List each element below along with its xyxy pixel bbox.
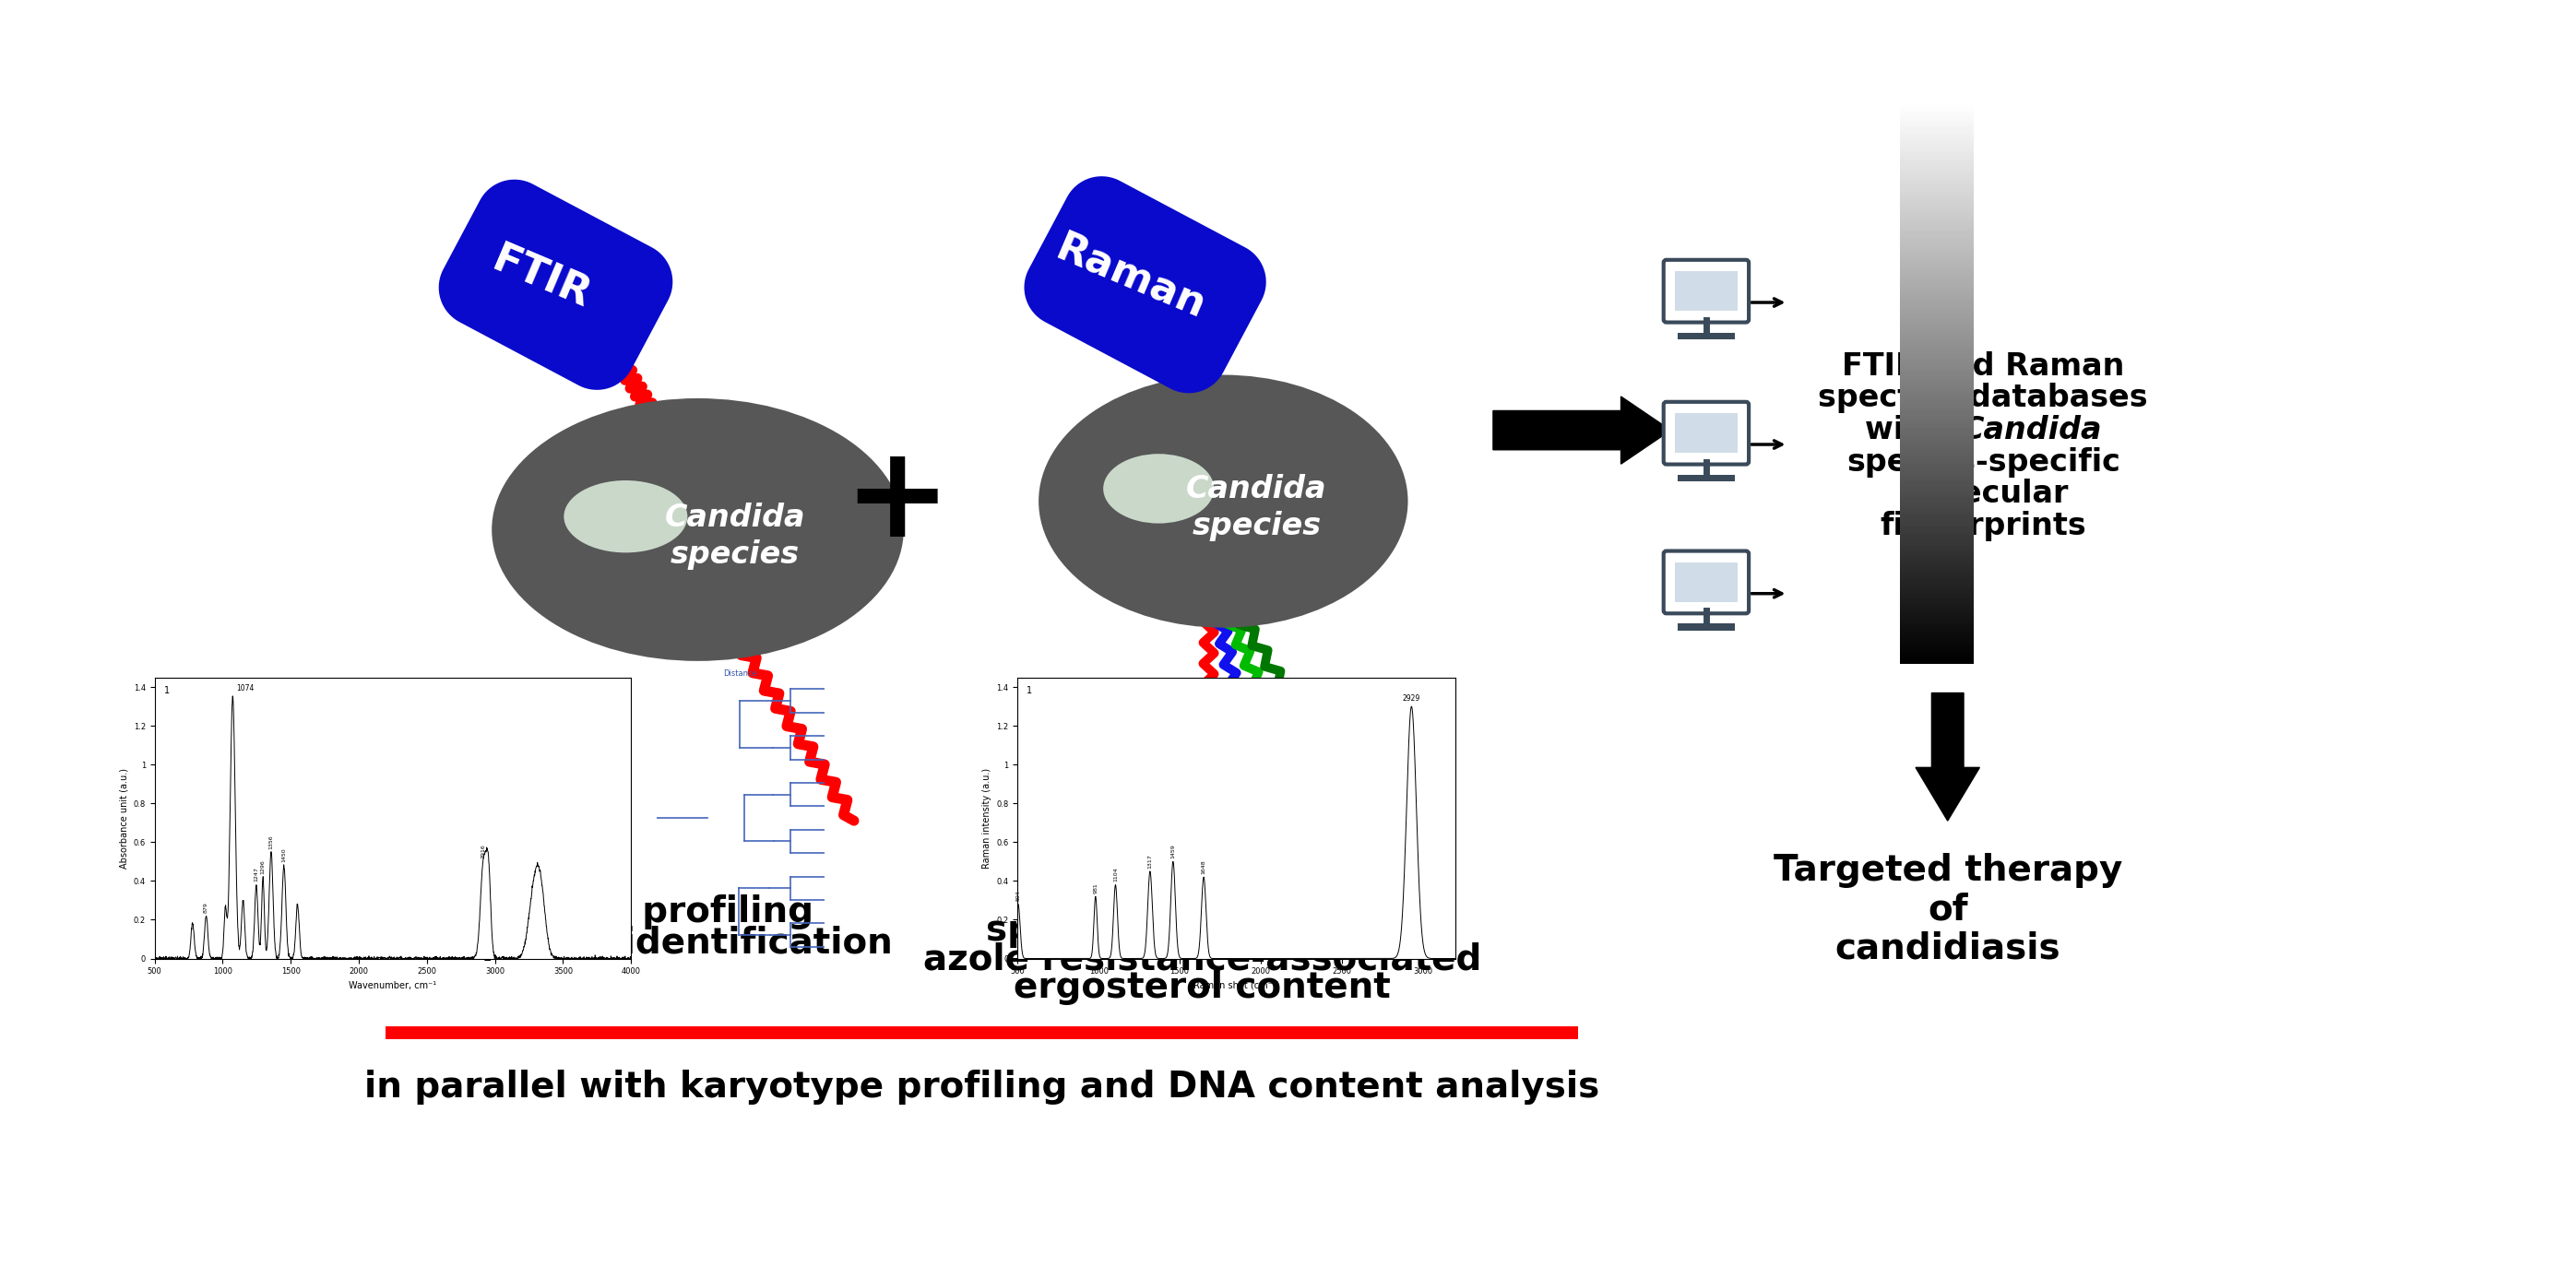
FancyBboxPatch shape — [1664, 401, 1749, 464]
Text: Targeted therapy: Targeted therapy — [1772, 852, 2123, 888]
Title: Distance: Distance — [724, 670, 757, 677]
Bar — [1674, 271, 1736, 311]
Text: in parallel with karyotype profiling and DNA content analysis: in parallel with karyotype profiling and… — [363, 1070, 1600, 1104]
Text: with: with — [1865, 415, 1950, 446]
Text: 981: 981 — [1092, 883, 1097, 893]
Text: Candida
species: Candida species — [1185, 474, 1327, 542]
Text: Candida
species: Candida species — [665, 502, 806, 570]
Text: Candida: Candida — [1963, 415, 2102, 446]
Text: +: + — [842, 440, 951, 564]
Text: 1648: 1648 — [1200, 860, 1206, 874]
Text: azole resistance-associated: azole resistance-associated — [922, 942, 1481, 976]
Bar — [1677, 624, 1734, 630]
Polygon shape — [1025, 176, 1265, 394]
Text: 2916: 2916 — [482, 843, 487, 859]
Text: 879: 879 — [204, 902, 209, 912]
Text: ergosterol content: ergosterol content — [1012, 970, 1391, 1005]
Ellipse shape — [1103, 454, 1213, 524]
Text: of: of — [1927, 892, 1968, 927]
Ellipse shape — [492, 399, 904, 661]
Text: 1356: 1356 — [268, 835, 273, 849]
X-axis label: Raman shift (cm⁻¹): Raman shift (cm⁻¹) — [1193, 982, 1280, 990]
Text: Raman: Raman — [1051, 229, 1211, 327]
Text: 1: 1 — [165, 686, 170, 695]
Text: FTIR profiling: FTIR profiling — [538, 895, 814, 929]
Bar — [1674, 413, 1736, 452]
Text: candidiasis: candidiasis — [1834, 932, 2061, 966]
X-axis label: Wavenumber, cm⁻¹: Wavenumber, cm⁻¹ — [348, 982, 438, 990]
FancyArrow shape — [1917, 693, 1978, 820]
Text: spectral databases: spectral databases — [1819, 383, 2148, 414]
FancyArrow shape — [1494, 396, 1672, 464]
Text: 2929: 2929 — [1401, 694, 1419, 703]
Text: species identification: species identification — [987, 914, 1419, 948]
Text: 1247: 1247 — [255, 868, 258, 882]
FancyBboxPatch shape — [1664, 551, 1749, 613]
Bar — [1677, 332, 1734, 340]
Text: 1296: 1296 — [260, 860, 265, 874]
Text: 1450: 1450 — [281, 849, 286, 863]
Text: 1104: 1104 — [1113, 868, 1118, 882]
Ellipse shape — [564, 481, 688, 552]
Text: 1317: 1317 — [1149, 854, 1151, 868]
Text: fingerprints: fingerprints — [1880, 511, 2087, 542]
Text: 504: 504 — [1015, 891, 1020, 901]
Text: FTIR: FTIR — [487, 239, 598, 316]
Text: Raman profiling: Raman profiling — [1041, 884, 1363, 920]
Polygon shape — [438, 179, 672, 390]
Y-axis label: Absorbance unit (a.u.): Absorbance unit (a.u.) — [118, 768, 129, 868]
Bar — [1674, 562, 1736, 602]
Text: 1: 1 — [1025, 686, 1033, 695]
Y-axis label: Raman intensity (a.u.): Raman intensity (a.u.) — [981, 768, 992, 868]
Ellipse shape — [1038, 374, 1409, 627]
Text: 1459: 1459 — [1170, 843, 1175, 859]
Text: species identification: species identification — [461, 925, 894, 960]
Bar — [1677, 474, 1734, 482]
Text: 1074: 1074 — [237, 685, 255, 693]
FancyBboxPatch shape — [1664, 259, 1749, 322]
Text: molecular: molecular — [1899, 479, 2069, 510]
Text: FTIR and Raman: FTIR and Raman — [1842, 351, 2125, 382]
Text: species-specific: species-specific — [1847, 447, 2120, 478]
